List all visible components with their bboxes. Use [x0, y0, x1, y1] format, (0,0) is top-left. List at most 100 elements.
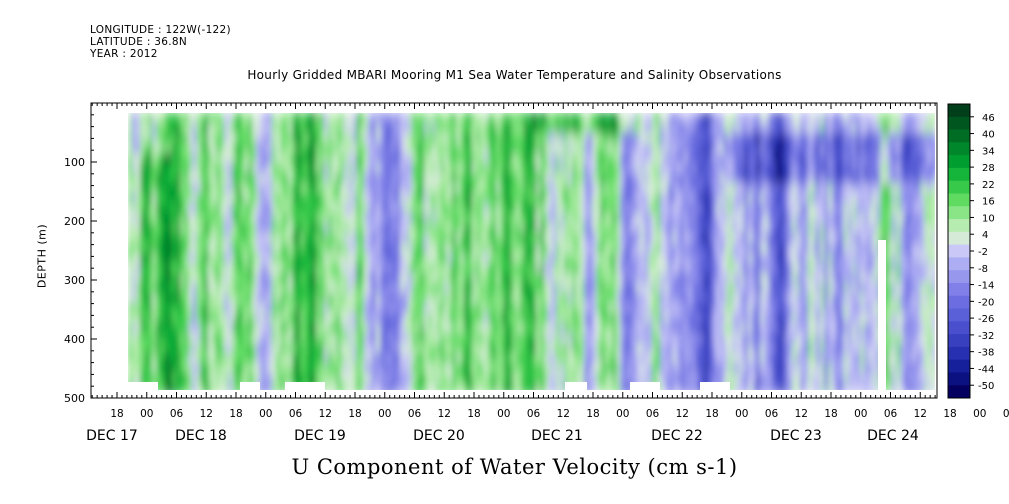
- heat-cell: [424, 263, 429, 274]
- heat-cell: [404, 343, 409, 354]
- heat-cell: [836, 313, 841, 324]
- heat-cell: [440, 153, 445, 164]
- heat-cell: [452, 333, 457, 344]
- heat-cell: [184, 353, 189, 364]
- heat-cell: [668, 313, 673, 324]
- heat-cell: [300, 213, 305, 224]
- heat-cell: [308, 113, 313, 124]
- heat-cell: [396, 113, 401, 124]
- heat-cell: [188, 183, 193, 194]
- heat-cell: [732, 263, 737, 274]
- heat-cell: [128, 183, 133, 194]
- heat-cell: [240, 203, 245, 214]
- heat-cell: [440, 213, 445, 224]
- heat-cell: [600, 193, 605, 204]
- heat-cell: [628, 283, 633, 294]
- heat-cell: [240, 323, 245, 334]
- heat-cell: [748, 253, 753, 264]
- heat-cell: [588, 233, 593, 244]
- heat-cell: [340, 353, 345, 364]
- heat-cell: [356, 243, 361, 254]
- heat-cell: [224, 293, 229, 304]
- heat-cell: [732, 143, 737, 154]
- heat-cell: [512, 223, 517, 234]
- heat-cell: [544, 383, 549, 390]
- heat-cell: [200, 213, 205, 224]
- heat-cell: [540, 213, 545, 224]
- heat-cell: [260, 363, 265, 374]
- heat-cell: [512, 343, 517, 354]
- heat-cell: [580, 213, 585, 224]
- heat-cell: [452, 173, 457, 184]
- heat-cell: [640, 283, 645, 294]
- heat-cell: [416, 243, 421, 254]
- heat-cell: [604, 373, 609, 384]
- heat-cell: [472, 143, 477, 154]
- heat-cell: [452, 263, 457, 274]
- heat-cell: [216, 333, 221, 344]
- heat-cell: [708, 123, 713, 134]
- heat-cell: [796, 293, 801, 304]
- heat-cell: [524, 213, 529, 224]
- heat-cell: [744, 133, 749, 144]
- heat-cell: [812, 333, 817, 344]
- heat-cell: [428, 303, 433, 314]
- heat-cell: [412, 363, 417, 374]
- heat-cell: [168, 213, 173, 224]
- heat-cell: [620, 243, 625, 254]
- heat-cell: [408, 143, 413, 154]
- heat-cell: [516, 283, 521, 294]
- heat-cell: [744, 303, 749, 314]
- heat-cell: [748, 193, 753, 204]
- heat-cell: [240, 363, 245, 374]
- heat-cell: [380, 253, 385, 264]
- heat-cell: [464, 243, 469, 254]
- heat-cell: [796, 153, 801, 164]
- heat-cell: [772, 203, 777, 214]
- heat-cell: [384, 283, 389, 294]
- heat-cell: [468, 383, 473, 390]
- heat-cell: [400, 133, 405, 144]
- heat-cell: [556, 133, 561, 144]
- heat-cell: [280, 233, 285, 244]
- heat-cell: [780, 283, 785, 294]
- heat-cell: [172, 383, 177, 390]
- heat-cell: [552, 343, 557, 354]
- heat-cell: [504, 203, 509, 214]
- heat-cell: [312, 173, 317, 184]
- heat-cell: [176, 213, 181, 224]
- heat-cell: [712, 193, 717, 204]
- heat-cell: [640, 363, 645, 374]
- heat-cell: [132, 203, 137, 214]
- heat-cell: [164, 293, 169, 304]
- heat-cell: [804, 273, 809, 284]
- heat-cell: [524, 383, 529, 390]
- heat-cell: [380, 233, 385, 244]
- heat-cell: [296, 333, 301, 344]
- heat-cell: [684, 323, 689, 334]
- heat-cell: [492, 213, 497, 224]
- heat-cell: [788, 383, 793, 390]
- heat-cell: [672, 283, 677, 294]
- heat-cell: [564, 153, 569, 164]
- heat-cell: [304, 293, 309, 304]
- heat-cell: [132, 163, 137, 174]
- heat-cell: [764, 283, 769, 294]
- heat-cell: [552, 153, 557, 164]
- heat-cell: [480, 183, 485, 194]
- heat-cell: [804, 183, 809, 194]
- heat-cell: [408, 173, 413, 184]
- heat-cell: [436, 283, 441, 294]
- heat-cell: [652, 233, 657, 244]
- heat-cell: [456, 243, 461, 254]
- heat-cell: [592, 293, 597, 304]
- heat-cell: [724, 243, 729, 254]
- heat-cell: [132, 173, 137, 184]
- heat-cell: [332, 233, 337, 244]
- heat-cell: [676, 303, 681, 314]
- heat-cell: [324, 363, 329, 374]
- heat-cell: [504, 373, 509, 384]
- heat-cell: [144, 113, 149, 124]
- heat-cell: [308, 313, 313, 324]
- heat-cell: [516, 193, 521, 204]
